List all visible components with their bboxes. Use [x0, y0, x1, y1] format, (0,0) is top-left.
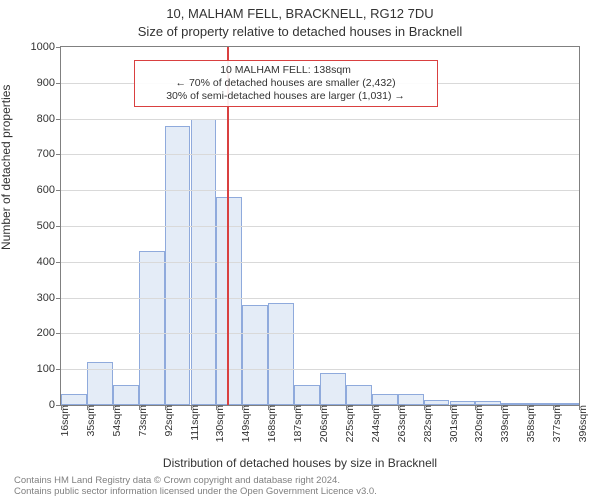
annotation-line2: ← 70% of detached houses are smaller (2,… [141, 77, 431, 90]
x-tick-label: 168sqm [266, 405, 278, 442]
y-tick-label: 500 [37, 220, 61, 232]
y-gridline [61, 154, 579, 155]
y-tick-label: 100 [37, 363, 61, 375]
histogram-bar [268, 303, 294, 405]
x-tick-label: 339sqm [499, 405, 511, 442]
y-gridline [61, 226, 579, 227]
annotation-line3: 30% of semi-detached houses are larger (… [141, 90, 431, 103]
x-tick-label: 16sqm [59, 405, 71, 437]
attribution-footer: Contains HM Land Registry data © Crown c… [14, 476, 377, 498]
y-gridline [61, 262, 579, 263]
x-tick-label: 225sqm [344, 405, 356, 442]
x-tick-label: 111sqm [189, 405, 201, 441]
y-tick-label: 700 [37, 148, 61, 160]
histogram-bar [113, 385, 139, 405]
histogram-bar [346, 385, 372, 405]
x-tick-label: 35sqm [85, 405, 97, 437]
x-tick-label: 396sqm [577, 405, 589, 442]
y-tick-label: 1000 [31, 41, 61, 53]
y-gridline [61, 369, 579, 370]
y-tick-label: 600 [37, 184, 61, 196]
x-tick-label: 320sqm [473, 405, 485, 442]
x-tick-label: 187sqm [292, 405, 304, 442]
histogram-bar [372, 394, 398, 405]
x-axis-label: Distribution of detached houses by size … [0, 456, 600, 470]
x-tick-label: 358sqm [525, 405, 537, 442]
histogram-bar [61, 394, 87, 405]
y-gridline [61, 119, 579, 120]
y-gridline [61, 298, 579, 299]
histogram-bar [242, 305, 268, 405]
x-tick-label: 377sqm [551, 405, 563, 442]
x-tick-label: 130sqm [214, 405, 226, 442]
annotation-line1: 10 MALHAM FELL: 138sqm [141, 64, 431, 77]
x-tick-label: 301sqm [448, 405, 460, 442]
x-tick-label: 263sqm [396, 405, 408, 442]
histogram-bar [216, 197, 242, 405]
page-title-line2: Size of property relative to detached ho… [0, 24, 600, 39]
histogram-bar [139, 251, 165, 405]
y-gridline [61, 333, 579, 334]
y-axis-label: Number of detached properties [0, 85, 13, 250]
y-tick-label: 400 [37, 256, 61, 268]
y-tick-label: 300 [37, 292, 61, 304]
histogram-bar [165, 126, 191, 405]
y-tick-label: 900 [37, 77, 61, 89]
histogram-bar [294, 385, 320, 405]
y-gridline [61, 190, 579, 191]
histogram-bar [320, 373, 346, 405]
x-tick-label: 149sqm [240, 405, 252, 442]
histogram-bar [398, 394, 424, 405]
y-tick-label: 200 [37, 327, 61, 339]
x-tick-label: 206sqm [318, 405, 330, 442]
page-title-line1: 10, MALHAM FELL, BRACKNELL, RG12 7DU [0, 6, 600, 21]
y-tick-label: 800 [37, 113, 61, 125]
x-tick-label: 73sqm [137, 405, 149, 437]
footer-line2: Contains public sector information licen… [14, 487, 377, 498]
x-tick-label: 244sqm [370, 405, 382, 442]
histogram-plot: 0100200300400500600700800900100016sqm35s… [60, 46, 580, 406]
x-tick-label: 54sqm [111, 405, 123, 437]
x-tick-label: 282sqm [422, 405, 434, 442]
x-tick-label: 92sqm [163, 405, 175, 437]
annotation-box: 10 MALHAM FELL: 138sqm← 70% of detached … [134, 60, 438, 107]
